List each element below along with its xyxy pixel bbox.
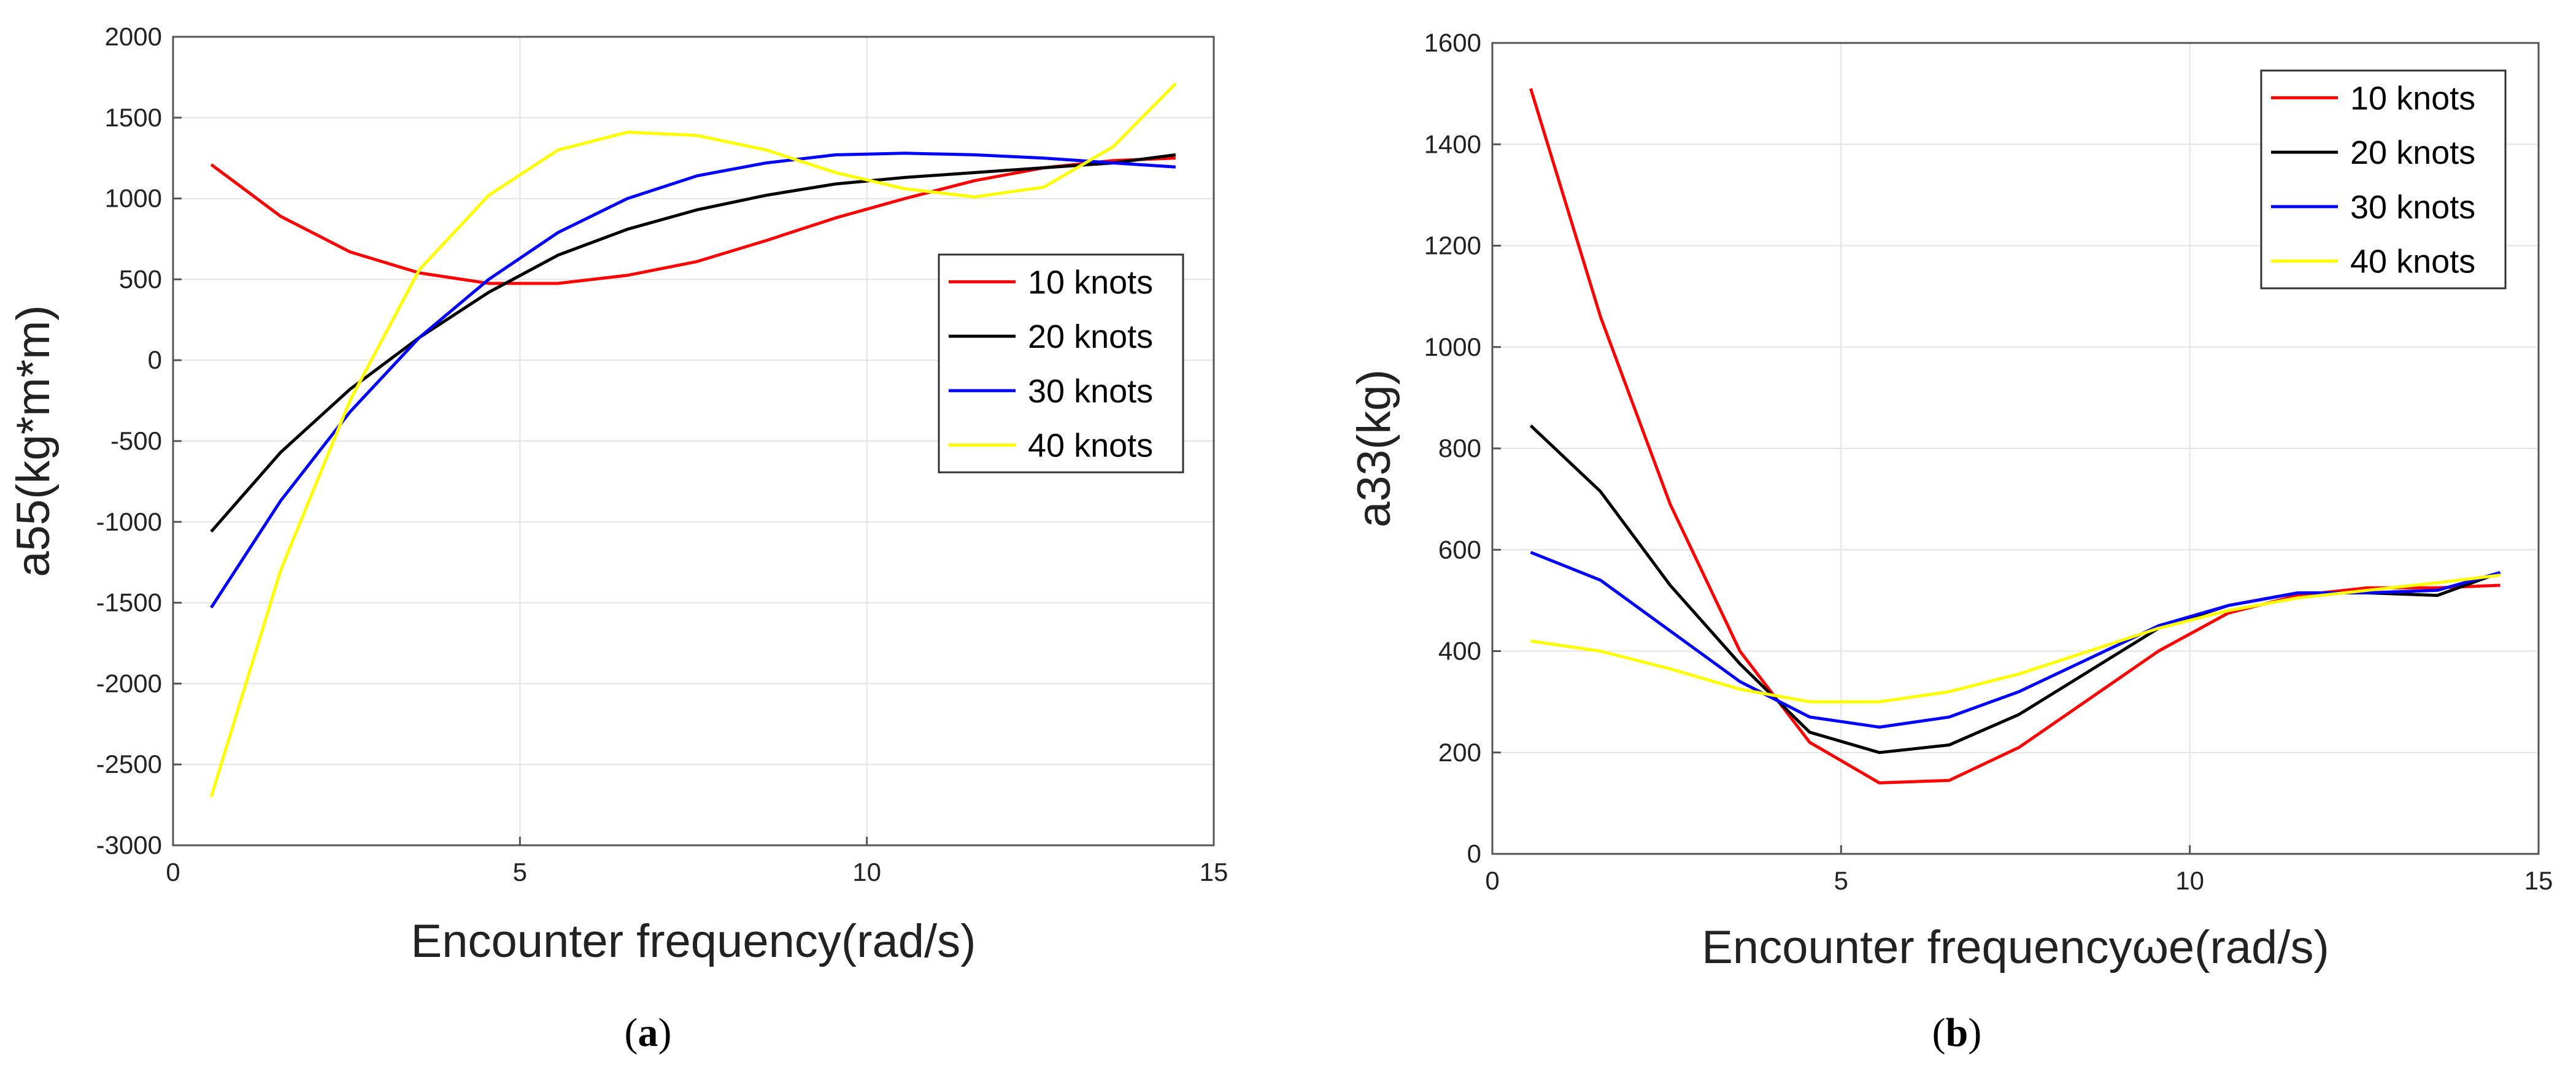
y-tick-label: 800 (1438, 434, 1481, 463)
legend-label-3: 30 knots (2350, 189, 2475, 226)
caption-open: ( (625, 1010, 638, 1055)
legend: 10 knots 20 knots 30 knots 40 knots (938, 253, 1184, 474)
series-line-1 (1529, 88, 2501, 785)
panel-caption: (b) (1932, 1010, 1982, 1055)
x-tick-label: 10 (2175, 866, 2204, 895)
y-tick-label: 1000 (105, 184, 162, 213)
legend-label-3: 30 knots (1028, 373, 1153, 410)
y-tick-label: 200 (1438, 738, 1481, 767)
series-line-2 (210, 153, 1176, 533)
x-axis-label: Encounter frequencyωe(rad/s) (1702, 921, 2329, 973)
caption-letter: b (1946, 1010, 1969, 1055)
x-tick-label: 15 (2524, 866, 2553, 895)
y-tick-label: -1000 (96, 507, 162, 536)
y-tick-label: 1000 (1424, 332, 1481, 361)
caption-letter: a (638, 1010, 658, 1055)
legend-label-4: 40 knots (2350, 244, 2475, 280)
y-tick-label: 500 (119, 264, 162, 293)
series-line-1 (210, 156, 1176, 285)
panel-caption: (a) (625, 1010, 672, 1055)
series-line-4 (1530, 574, 2501, 704)
x-axis-label: Encounter frequency(rad/s) (411, 915, 976, 967)
y-tick-label: -500 (110, 426, 162, 455)
x-tick-label: 5 (513, 858, 527, 886)
y-tick-label: 0 (1467, 839, 1481, 868)
series-line-3 (210, 152, 1176, 609)
legend-label-4: 40 knots (1028, 428, 1153, 464)
caption-open: ( (1932, 1010, 1946, 1055)
x-tick-label: 0 (166, 858, 180, 886)
y-tick-label: 1400 (1424, 129, 1481, 158)
legend: 10 knots 20 knots 30 knots 40 knots (2260, 69, 2507, 290)
legend-box (938, 253, 1184, 474)
legend-box (2260, 69, 2507, 290)
series-line-4 (209, 82, 1177, 797)
y-tick-label: 1600 (1424, 28, 1481, 57)
y-tick-label: -1500 (96, 588, 162, 617)
panel-a-chart: 0 5 10 15 -3000 -2500 -2000 -1500 -1000 -500 0 500 1… (7, 22, 1228, 1055)
x-tick-label: 15 (1200, 858, 1228, 886)
legend-label-1: 10 knots (1028, 264, 1153, 301)
y-tick-label: 2000 (105, 22, 162, 51)
x-tick-label: 10 (852, 858, 881, 886)
y-axis-label: a55(kg*m*m) (7, 305, 60, 577)
y-tick-label: 1200 (1424, 231, 1481, 260)
caption-close: ) (1968, 1010, 1981, 1055)
y-tick-label: -3000 (96, 831, 162, 859)
y-tick-label: 400 (1438, 637, 1481, 666)
y-tick-label: -2500 (96, 750, 162, 778)
y-tick-label: 600 (1438, 535, 1481, 564)
caption-close: ) (658, 1010, 672, 1055)
panel-b-chart: 0 5 10 15 0 200 400 600 800 1000 1200 1400 1600 Encou… (1348, 28, 2553, 1055)
x-tick-label: 5 (1834, 866, 1848, 895)
y-tick-label: 0 (148, 345, 162, 374)
legend-label-2: 20 knots (1028, 318, 1153, 355)
legend-label-1: 10 knots (2350, 80, 2475, 117)
legend-label-2: 20 knots (2350, 134, 2475, 171)
y-axis-label: a33(kg) (1348, 369, 1400, 528)
x-tick-label: 0 (1485, 866, 1499, 895)
y-tick-label: 1500 (105, 103, 162, 132)
y-tick-label: -2000 (96, 669, 162, 697)
